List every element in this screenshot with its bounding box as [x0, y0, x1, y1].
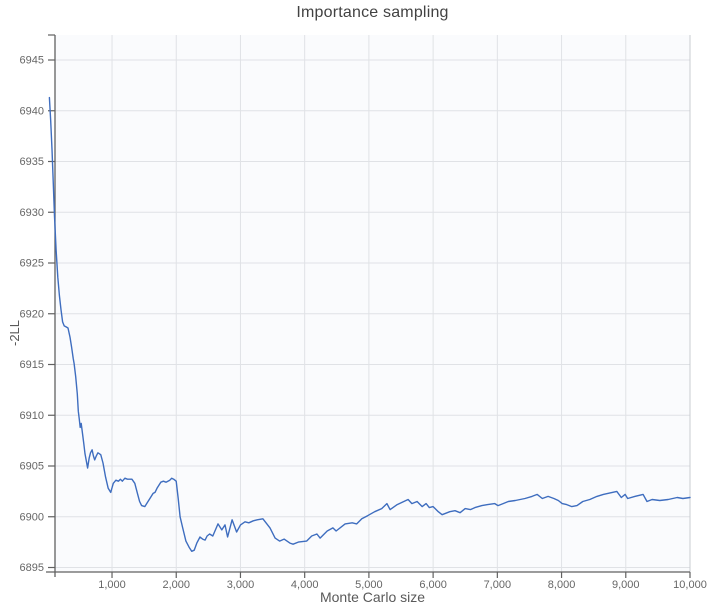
svg-text:7,000: 7,000	[484, 579, 512, 591]
y-tick-labels: 6895 6900 6905 6910 6915 6920 6925 6930 6935 6940…	[20, 55, 44, 575]
svg-text:6930: 6930	[20, 207, 44, 219]
svg-text:6945: 6945	[20, 55, 44, 67]
svg-text:3,000: 3,000	[227, 579, 255, 591]
x-tick-labels: 1,000 2,000 3,000 4,000 5,000 6,000 7,000 8,000…	[98, 579, 707, 591]
svg-text:1,000: 1,000	[98, 579, 126, 591]
svg-text:6895: 6895	[20, 562, 44, 574]
svg-text:6935: 6935	[20, 156, 44, 168]
series-line	[48, 96, 691, 552]
svg-text:6900: 6900	[20, 511, 44, 523]
svg-text:8,000: 8,000	[548, 579, 576, 591]
svg-text:6910: 6910	[20, 410, 44, 422]
svg-text:6940: 6940	[20, 105, 44, 117]
svg-text:6925: 6925	[20, 258, 44, 270]
svg-text:4,000: 4,000	[291, 579, 319, 591]
chart-title: Importance sampling	[296, 4, 449, 21]
tick-marks	[48, 34, 691, 578]
svg-text:2,000: 2,000	[162, 579, 190, 591]
svg-text:6915: 6915	[20, 359, 44, 371]
svg-text:10,000: 10,000	[673, 579, 707, 591]
svg-text:6905: 6905	[20, 461, 44, 473]
svg-text:9,000: 9,000	[612, 579, 640, 591]
svg-text:5,000: 5,000	[355, 579, 383, 591]
axes	[46, 35, 690, 577]
svg-text:6920: 6920	[20, 308, 44, 320]
plot-background	[55, 35, 690, 572]
x-axis-title: Monte Carlo size	[319, 589, 426, 605]
svg-text:6,000: 6,000	[419, 579, 447, 591]
